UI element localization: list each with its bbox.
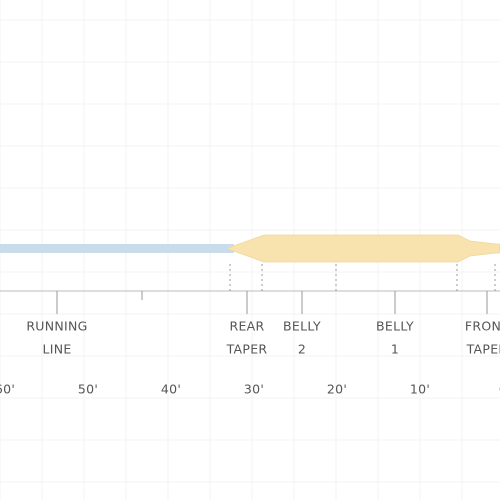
distance-label: 40' bbox=[161, 382, 181, 397]
head bbox=[227, 234, 500, 263]
segment-label: RUNNING bbox=[26, 319, 87, 334]
segment-label: TAPER bbox=[466, 342, 500, 357]
running-line bbox=[0, 244, 234, 253]
segment-label: LINE bbox=[42, 342, 71, 357]
distance-label: 20' bbox=[327, 382, 347, 397]
segment-label: BELLY bbox=[283, 319, 321, 334]
segment-label: BELLY bbox=[376, 319, 414, 334]
segment-label: 1 bbox=[391, 342, 399, 357]
distance-label: 0 bbox=[499, 382, 500, 397]
distance-label: 30' bbox=[244, 382, 264, 397]
distance-label: 50' bbox=[78, 382, 98, 397]
distance-label: 10' bbox=[410, 382, 430, 397]
distance-label: 60' bbox=[0, 382, 15, 397]
label-ticks bbox=[56, 291, 488, 314]
segment-label: TAPER bbox=[226, 342, 268, 357]
segment-label: 2 bbox=[298, 342, 306, 357]
segment-label: REAR bbox=[229, 319, 264, 334]
segment-dividers bbox=[229, 264, 496, 291]
distance-labels: 60' 50' 40' 30' 20' 10' 0 bbox=[0, 382, 500, 397]
